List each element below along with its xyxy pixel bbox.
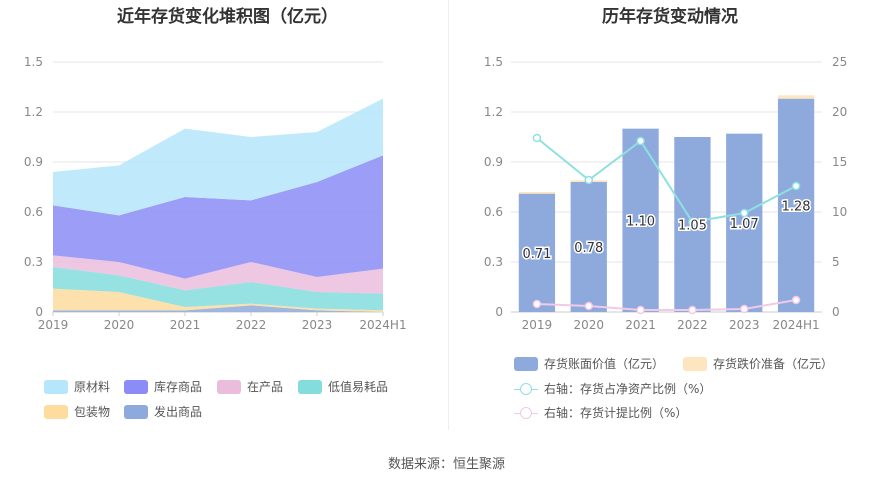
- legend-item-book-value[interactable]: 存货账面价值（亿元）: [514, 355, 664, 372]
- legend-swatch: [514, 356, 538, 371]
- line-point: [688, 305, 697, 315]
- legend-label: 右轴：存货计提比例（%）: [544, 406, 688, 420]
- line-point: [791, 181, 801, 191]
- legend-item-finished-goods[interactable]: 库存商品: [124, 378, 202, 395]
- data-label: 1.10: [626, 214, 655, 229]
- line-point: [688, 217, 697, 227]
- stacked-area-chart: 0 0.3 0.6 0.9 1.2 1.5 2019 2020 2021 2022 2023 2024…: [24, 55, 407, 332]
- legend-swatch: [298, 379, 322, 394]
- y-tick-label: 0: [35, 305, 43, 319]
- bar-line-chart: 0 0.3 0.6 0.9 1.2 1.5 0 5 10 15 20 25 2019 2020 2021 20…: [484, 55, 847, 332]
- legend-item-wip[interactable]: 在产品: [217, 378, 283, 395]
- bar-book-value: [570, 182, 607, 312]
- y2-tick-label: 15: [832, 155, 847, 169]
- bar-impairment: [518, 192, 556, 194]
- y2-tick-label: 25: [832, 55, 847, 69]
- legend-swatch: [44, 404, 68, 419]
- area-series: [53, 255, 383, 294]
- line-point: [584, 175, 593, 185]
- line-series: [536, 137, 797, 224]
- y-tick-label: 1.5: [484, 55, 503, 69]
- data-label: 1.28: [782, 199, 811, 214]
- y-tick-label: 0.9: [484, 155, 503, 169]
- legend-label: 包装物: [74, 405, 111, 419]
- x-tick-label: 2021: [170, 318, 201, 332]
- bar-book-value: [518, 193, 556, 312]
- legend-label: 库存商品: [154, 380, 203, 394]
- legend-label: 存货账面价值（亿元）: [544, 357, 665, 371]
- y-tick-label: 0.9: [24, 155, 43, 169]
- data-label: 0.78: [574, 241, 603, 256]
- legend-swatch: [124, 404, 148, 419]
- y-tick-label: 1.5: [24, 55, 43, 69]
- line-point: [791, 295, 801, 305]
- legend-label: 低值易耗品: [328, 380, 389, 394]
- data-source: 数据来源：恒生聚源: [387, 457, 505, 472]
- x-tick-label: 2021: [625, 318, 656, 332]
- data-label: 1.05: [678, 219, 707, 234]
- left-chart-title: 近年存货变化堆积图（亿元）: [117, 7, 338, 27]
- legend-item-packaging[interactable]: 包装物: [44, 403, 110, 420]
- data-label: 0.71: [522, 247, 551, 262]
- legend-swatch: [683, 356, 707, 371]
- x-tick-label: 2020: [104, 318, 135, 332]
- bar-book-value: [726, 133, 763, 312]
- legend-label: 右轴：存货占净资产比例（%）: [544, 382, 712, 396]
- legend-line-marker: [514, 406, 538, 420]
- area-series: [53, 267, 383, 311]
- y-tick-label: 1.2: [24, 105, 43, 119]
- line-point: [636, 136, 645, 146]
- legend-item-net-asset-ratio[interactable]: 右轴：存货占净资产比例（%）: [514, 380, 711, 397]
- legend-swatch: [44, 379, 68, 394]
- y2-tick-label: 0: [832, 305, 840, 319]
- y-tick-label: 0.6: [24, 205, 43, 219]
- line-point: [532, 133, 542, 143]
- line-point: [584, 301, 593, 311]
- legend-item-provision-ratio[interactable]: 右轴：存货计提比例（%）: [514, 404, 687, 421]
- x-tick-label: 2024H1: [359, 318, 406, 332]
- legend-line-marker: [514, 382, 538, 396]
- x-tick-label: 2023: [729, 318, 760, 332]
- legend-item-raw-materials[interactable]: 原材料: [44, 378, 110, 395]
- legend-swatch: [124, 379, 148, 394]
- y-tick-label: 0.6: [484, 205, 503, 219]
- legend-swatch: [217, 379, 241, 394]
- y2-tick-label: 20: [832, 105, 847, 119]
- y-tick-label: 0: [495, 305, 503, 319]
- bar-book-value: [777, 98, 815, 313]
- area-series: [53, 155, 383, 279]
- line-point: [740, 208, 749, 218]
- y-tick-label: 0.3: [484, 255, 503, 269]
- panel-divider: [448, 0, 449, 430]
- legend-item-goods-shipped[interactable]: 发出商品: [124, 403, 202, 420]
- bar-impairment: [777, 95, 815, 99]
- line-series: [536, 299, 797, 311]
- legend-label: 在产品: [247, 380, 284, 394]
- legend-item-impairment[interactable]: 存货跌价准备（亿元）: [683, 355, 833, 372]
- y2-tick-label: 10: [832, 205, 847, 219]
- x-tick-label: 2022: [677, 318, 708, 332]
- legend-label: 发出商品: [154, 405, 203, 419]
- x-tick-label: 2019: [38, 318, 69, 332]
- legend-label: 存货跌价准备（亿元）: [713, 357, 834, 371]
- line-point: [636, 305, 645, 315]
- y-tick-label: 1.2: [484, 105, 503, 119]
- line-point: [740, 304, 749, 314]
- x-tick-label: 2019: [522, 318, 553, 332]
- x-tick-label: 2022: [236, 318, 267, 332]
- legend-label: 原材料: [74, 380, 111, 394]
- data-label: 1.07: [730, 217, 759, 232]
- right-chart-title: 历年存货变动情况: [602, 7, 738, 27]
- area-series: [53, 288, 383, 312]
- y2-tick-label: 5: [832, 255, 840, 269]
- x-tick-label: 2023: [302, 318, 333, 332]
- line-point: [532, 299, 542, 309]
- legend-item-consumables[interactable]: 低值易耗品: [298, 378, 388, 395]
- area-series: [53, 98, 383, 216]
- x-tick-label: 2020: [573, 318, 604, 332]
- x-tick-label: 2024H1: [772, 318, 819, 332]
- y-tick-label: 0.3: [24, 255, 43, 269]
